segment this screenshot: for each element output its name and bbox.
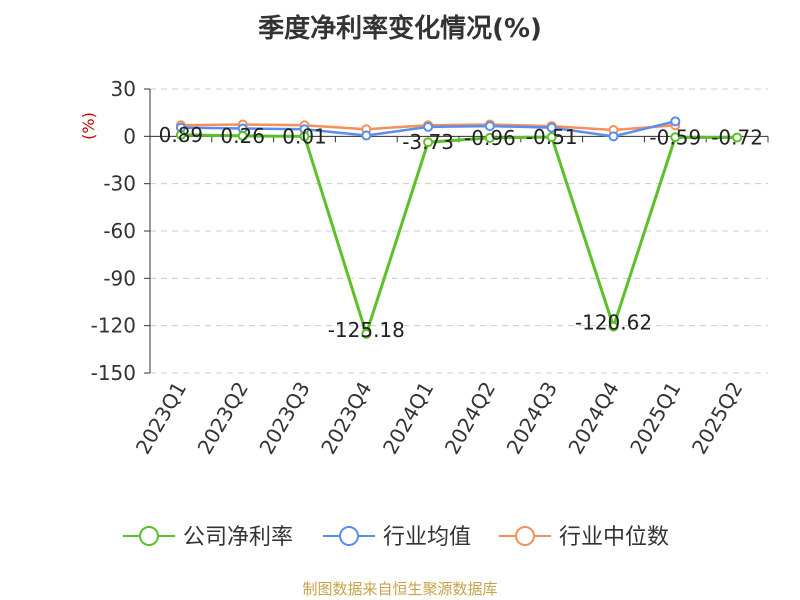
- x-tick-label: 2023Q1: [131, 378, 191, 459]
- data-point: [484, 132, 495, 143]
- legend-marker: [339, 526, 359, 546]
- data-point: [608, 131, 619, 142]
- legend[interactable]: 公司净利率 行业均值 行业中位数: [123, 525, 669, 550]
- x-tick-label: 2025Q2: [687, 378, 747, 459]
- data-point: [732, 132, 743, 143]
- y-tick-label: -60: [103, 219, 136, 243]
- data-point: [608, 321, 619, 332]
- x-tick-label: 2024Q1: [378, 377, 438, 458]
- source-note: 制图数据来自恒生聚源数据库: [302, 580, 498, 598]
- data-point: [361, 130, 372, 141]
- y-unit-label: (%): [79, 112, 98, 140]
- y-tick-label: 0: [123, 124, 136, 148]
- x-tick-label: 2024Q4: [563, 378, 623, 459]
- data-point: [237, 130, 248, 141]
- x-tick-label: 2023Q3: [254, 378, 314, 459]
- data-point: [546, 132, 557, 143]
- y-tick-label: -150: [91, 361, 136, 385]
- chart-title: 季度净利率变化情况(%): [258, 14, 542, 44]
- y-tick-labels: 30 0 -30 -60 -90 -120 -150: [91, 77, 136, 385]
- data-label: 0.26: [220, 124, 265, 148]
- data-point: [423, 137, 434, 148]
- data-point: [423, 121, 434, 132]
- data-label: -120.62: [575, 311, 652, 335]
- x-tick-label: 2023Q4: [316, 378, 376, 459]
- legend-label: 行业均值: [383, 525, 471, 550]
- data-label: -3.73: [402, 130, 454, 154]
- data-label: 0.89: [159, 123, 204, 147]
- series-lines: [175, 116, 743, 339]
- data-label: -125.18: [328, 318, 405, 342]
- x-tick-label: 2024Q3: [502, 378, 562, 459]
- legend-marker: [139, 526, 159, 546]
- data-labels: 0.89 0.26 0.01 -125.18 -3.73 -0.96 -0.51 -120.6…: [159, 123, 763, 342]
- x-tick-labels: 2023Q1 2023Q2 2023Q3 2023Q4 2024Q1 2024Q2 2024…: [131, 377, 748, 458]
- data-point: [546, 122, 557, 133]
- y-tick-label: 30: [111, 77, 136, 101]
- series-line: [180, 133, 738, 339]
- x-tick-label: 2023Q2: [193, 378, 253, 459]
- legend-label: 行业中位数: [559, 525, 669, 550]
- data-label: -0.51: [526, 125, 578, 149]
- data-point: [175, 129, 186, 140]
- data-point: [361, 328, 372, 339]
- data-label: -0.59: [649, 125, 701, 149]
- legend-label: 公司净利率: [183, 525, 293, 550]
- data-point: [299, 131, 310, 142]
- data-label: -0.96: [464, 126, 516, 150]
- y-tick-label: -90: [103, 266, 136, 290]
- y-tick-label: -30: [103, 172, 136, 196]
- data-point: [484, 121, 495, 132]
- x-tick-label: 2024Q2: [440, 378, 500, 459]
- data-point: [670, 116, 681, 127]
- x-tick-label: 2025Q1: [625, 378, 685, 459]
- y-tick-label: -120: [91, 314, 136, 338]
- data-label: -0.72: [711, 125, 763, 149]
- data-point: [670, 132, 681, 143]
- data-label: 0.01: [282, 124, 327, 148]
- legend-marker: [515, 526, 535, 546]
